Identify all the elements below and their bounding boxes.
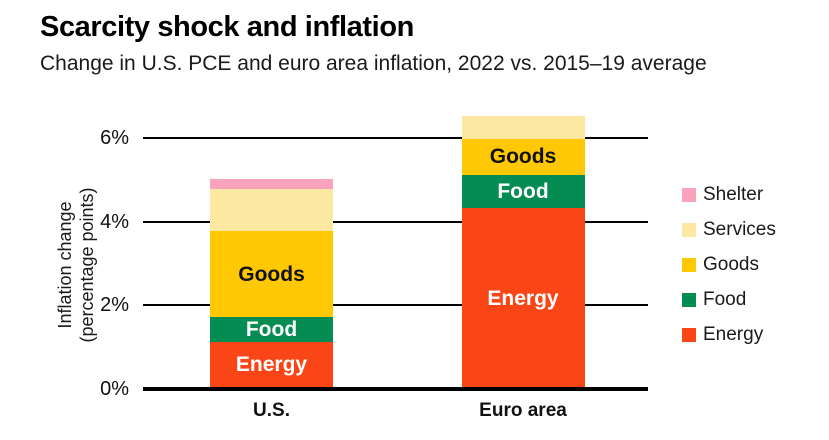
y-tick-label-2: 2% <box>100 294 129 317</box>
legend-swatch-goods <box>682 257 696 272</box>
bar-u-s: Energy Food Goods <box>210 178 333 388</box>
legend-row-food: Food <box>682 282 776 317</box>
legend-row-goods: Goods <box>682 247 776 282</box>
y-tick-label-6: 6% <box>100 127 129 149</box>
segment-label-food-euro-area: Food <box>497 179 549 203</box>
segment-label-energy-u-s: Energy <box>235 353 308 377</box>
segment-goods-euro-area: Goods <box>461 139 585 175</box>
legend-label-goods: Goods <box>703 253 759 275</box>
segment-goods-u-s: Goods <box>210 231 333 317</box>
legend-label-services: Services <box>703 218 776 240</box>
segment-label-goods-u-s: Goods <box>238 262 305 286</box>
legend-label-shelter: Shelter <box>703 183 764 205</box>
segment-food-u-s: Food <box>210 316 333 342</box>
chart-subtitle: Change in U.S. PCE and euro area inflati… <box>40 52 707 75</box>
legend: Shelter Services Goods Food Energy <box>682 177 776 352</box>
legend-label-energy: Energy <box>703 323 764 345</box>
gridline-2 <box>143 304 648 307</box>
gridline-6 <box>143 137 648 139</box>
segment-energy-euro-area: Energy <box>461 208 585 388</box>
legend-swatch-energy <box>682 327 696 342</box>
legend-row-shelter: Shelter <box>682 177 776 212</box>
segment-energy-u-s: Energy <box>210 341 333 388</box>
chart-title: Scarcity shock and inflation <box>40 11 414 43</box>
y-axis-title: Inflation change (percentage points) <box>54 155 98 375</box>
y-tick-label-0: 0% <box>100 378 129 400</box>
segment-label-goods-euro-area: Goods <box>489 145 557 169</box>
legend-swatch-services <box>682 222 696 237</box>
x-category-label-euro-area: Euro area <box>479 400 567 421</box>
legend-swatch-food <box>682 292 696 307</box>
segment-food-euro-area: Food <box>461 174 585 209</box>
bar-euro-area: Energy Food Goods <box>461 116 585 388</box>
segment-label-food-u-s: Food <box>245 317 298 341</box>
legend-swatch-shelter <box>682 187 696 202</box>
x-axis-line <box>143 387 648 391</box>
y-tick-label-4: 4% <box>100 210 129 233</box>
plot-area: 0% 2% 4% 6% Energy Food Goods U.S. Energy Food Goo… <box>100 97 648 421</box>
gridline-4 <box>143 220 648 223</box>
legend-row-services: Services <box>682 212 776 247</box>
segment-services-euro-area <box>461 116 585 140</box>
segment-shelter-u-s <box>210 178 333 190</box>
legend-label-food: Food <box>703 288 747 310</box>
legend-row-energy: Energy <box>682 317 776 352</box>
segment-services-u-s <box>210 189 333 232</box>
segment-label-energy-euro-area: Energy <box>487 286 559 310</box>
x-category-label-u-s: U.S. <box>253 400 290 421</box>
